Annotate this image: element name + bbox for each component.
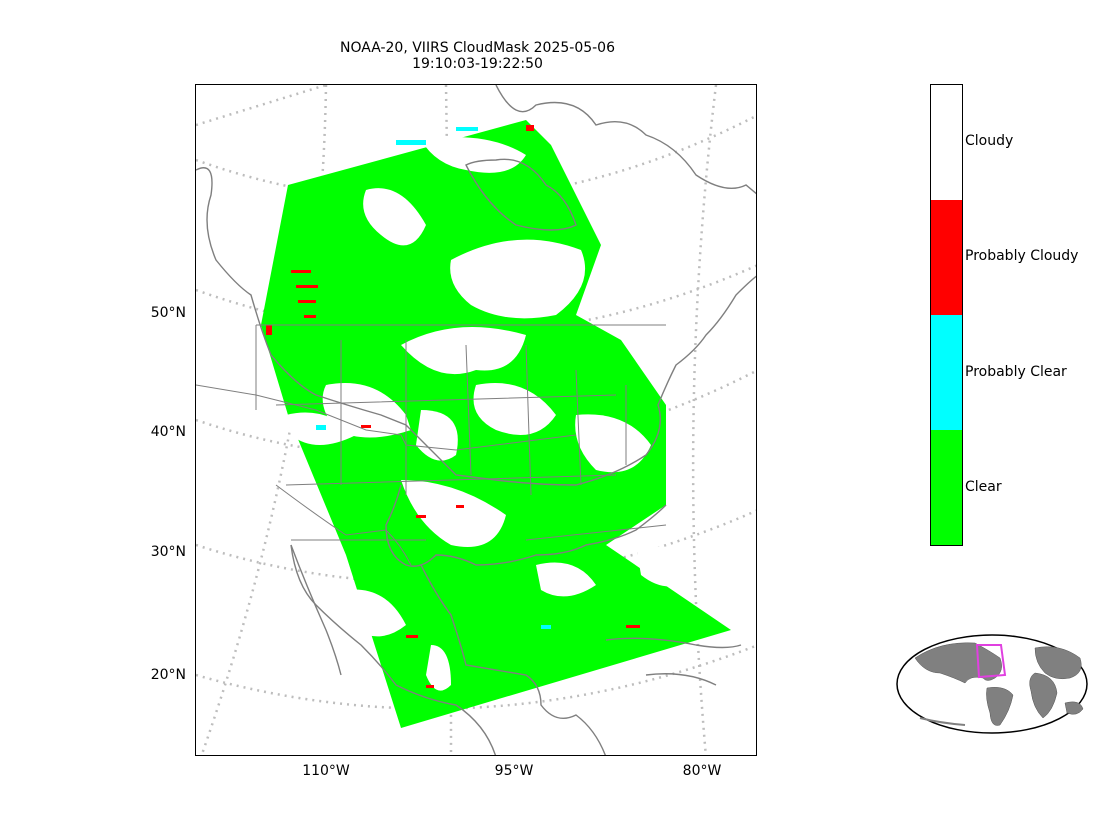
lon-label-110w: 110°W: [302, 763, 350, 779]
graticule-lon-80: [691, 85, 718, 755]
colorbar-segment-clear: [931, 430, 962, 545]
lat-label-50: 50°N: [150, 305, 186, 321]
map-title: NOAA-20, VIIRS CloudMask 2025-05-06 19:1…: [190, 40, 765, 72]
cloudmask-map: [196, 85, 756, 755]
colorbar-label-cloudy: Cloudy: [965, 133, 1014, 149]
colorbar-label-clear: Clear: [965, 479, 1002, 495]
border-state-row-1: [196, 384, 577, 451]
title-line-1: NOAA-20, VIIRS CloudMask 2025-05-06: [339, 40, 615, 56]
coastline-baja: [290, 544, 342, 676]
coastline-hudson-bay: [465, 158, 577, 231]
coastline-mexico-pacific: [290, 544, 497, 755]
inset-australia: [1064, 701, 1084, 715]
world-locator-inset: [896, 634, 1088, 734]
probably-clear-streaks: [316, 127, 551, 629]
coastline-mexico-gulf: [420, 564, 606, 755]
graticule-lat-30: [196, 509, 756, 584]
colorbar: [930, 84, 963, 546]
lat-label-30: 30°N: [150, 544, 186, 560]
inset-eurasia: [1034, 646, 1082, 680]
border-state-columns: [255, 325, 627, 496]
lat-label-20: 20°N: [150, 667, 186, 683]
graticule-lon-125: [196, 85, 327, 127]
border-state-rows: [275, 394, 667, 541]
border-us-mexico: [275, 484, 412, 566]
inset-south-america: [986, 687, 1014, 726]
probably-cloudy-streaks: [266, 125, 640, 688]
swath: [261, 120, 731, 728]
coastlines: [196, 85, 756, 755]
coastline-gulf: [385, 484, 667, 567]
inset-africa: [1029, 672, 1058, 719]
lon-label-80w: 80°W: [682, 763, 722, 779]
lat-label-40: 40°N: [150, 424, 186, 440]
colorbar-label-probably-clear: Probably Clear: [965, 364, 1067, 380]
colorbar-segment-probably-cloudy: [931, 200, 962, 315]
map-panel: [195, 84, 757, 756]
inset-north-america: [914, 642, 1002, 684]
coastline-hudson: [495, 85, 756, 195]
inset-region-box: [975, 644, 1007, 679]
lon-label-95w: 95°W: [494, 763, 534, 779]
inset-continents: [914, 642, 1084, 726]
colorbar-segment-probably-clear: [931, 315, 962, 430]
coastline-hispaniola: [645, 673, 717, 686]
inset-antarctica: [919, 717, 966, 726]
colorbar-label-probably-cloudy: Probably Cloudy: [965, 248, 1079, 264]
title-line-2: 19:10:03-19:22:50: [412, 56, 543, 72]
coastline-cuba: [605, 637, 742, 649]
coastline-north-america: [196, 167, 756, 486]
colorbar-segment-cloudy: [931, 85, 962, 200]
